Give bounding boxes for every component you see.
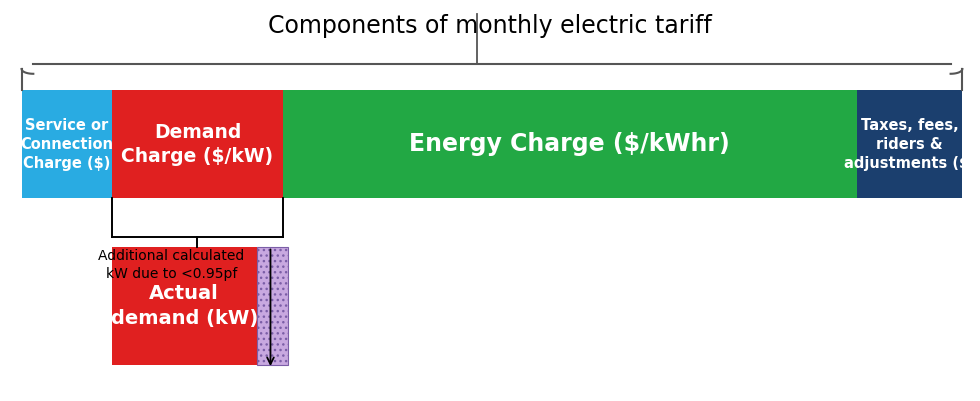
Bar — [257, 247, 288, 365]
Bar — [112, 90, 283, 198]
Text: Components of monthly electric tariff: Components of monthly electric tariff — [269, 14, 711, 38]
Text: Service or
Connection
Charge ($): Service or Connection Charge ($) — [21, 117, 113, 171]
Bar — [22, 90, 112, 198]
Text: Energy Charge ($/kWhr): Energy Charge ($/kWhr) — [410, 132, 730, 156]
Text: Demand
Charge ($/kW): Demand Charge ($/kW) — [122, 123, 273, 166]
Text: Actual
demand (kW): Actual demand (kW) — [111, 284, 258, 328]
Bar — [112, 247, 257, 365]
Text: Taxes, fees,
riders &
adjustments ($): Taxes, fees, riders & adjustments ($) — [844, 117, 975, 171]
Bar — [857, 90, 962, 198]
Text: Additional calculated
kW due to <0.95pf: Additional calculated kW due to <0.95pf — [98, 249, 245, 281]
Bar — [283, 90, 857, 198]
